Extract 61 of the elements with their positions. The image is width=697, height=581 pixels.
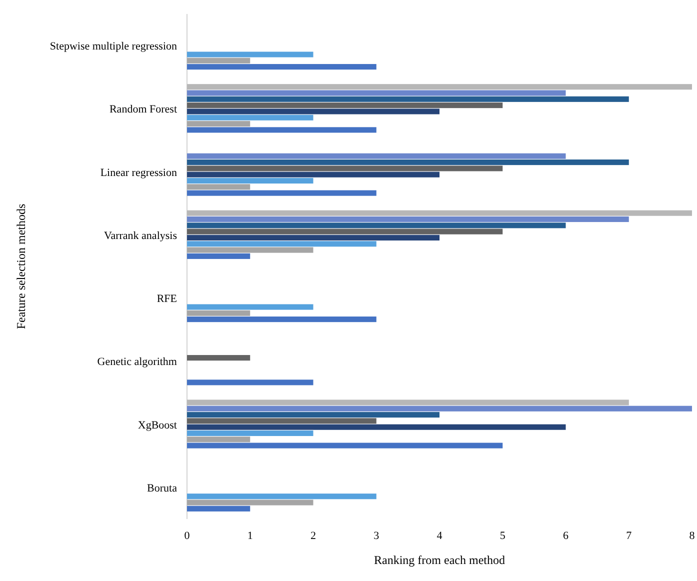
bar [187,228,503,234]
bar [187,210,692,216]
bar [187,96,629,102]
x-tick-label: 4 [436,530,443,542]
y-tick-label: Genetic algorithm [97,356,178,368]
bar [187,310,250,316]
x-tick-label: 2 [310,530,316,542]
x-axis-title: Ranking from each method [374,553,505,567]
x-tick-label: 6 [563,530,569,542]
bar [187,216,629,222]
bar [187,304,314,310]
bar [187,178,314,184]
bar [187,190,376,196]
bar [187,160,629,166]
y-tick-label: XgBoost [138,419,177,432]
y-tick-label: Varrank analysis [104,230,177,242]
bar [187,412,440,418]
bar [187,500,314,506]
x-tick-label: 7 [626,530,632,542]
y-tick-label: Random Forest [109,104,177,116]
bar [187,400,629,406]
bar [187,102,503,108]
x-tick-label: 5 [500,530,506,542]
bar [187,166,503,172]
bar [187,424,566,430]
y-axis-title: Feature selection methods [14,204,28,330]
bar [187,222,566,228]
bar [187,406,692,412]
bar [187,494,376,500]
y-tick-label: RFE [156,293,178,306]
bar [187,380,314,386]
bar [187,127,376,133]
x-tick-label: 1 [247,530,253,542]
bar [187,108,440,114]
bar [187,58,250,64]
bar [187,172,440,178]
bar [187,442,503,448]
bar [187,184,250,190]
y-tick-label: Linear regression [100,166,178,179]
bar [187,234,440,240]
bar [187,241,376,247]
bar [187,247,314,253]
y-tick-label: Stepwise multiple regression [50,40,178,53]
x-tick-label: 3 [374,530,380,542]
bar [187,120,250,127]
bar [187,355,250,361]
bar [187,430,314,436]
bar [187,90,566,96]
bar [187,114,314,120]
bar [187,84,692,90]
x-tick-label: 0 [184,530,190,542]
x-tick-label: 8 [689,530,696,542]
bar [187,253,250,259]
bar [187,64,376,70]
bar [187,316,376,322]
bar [187,506,250,512]
bar [187,153,566,159]
bar [187,52,314,58]
y-tick-label: Boruta [147,482,178,494]
bar [187,436,250,442]
bar [187,418,376,424]
